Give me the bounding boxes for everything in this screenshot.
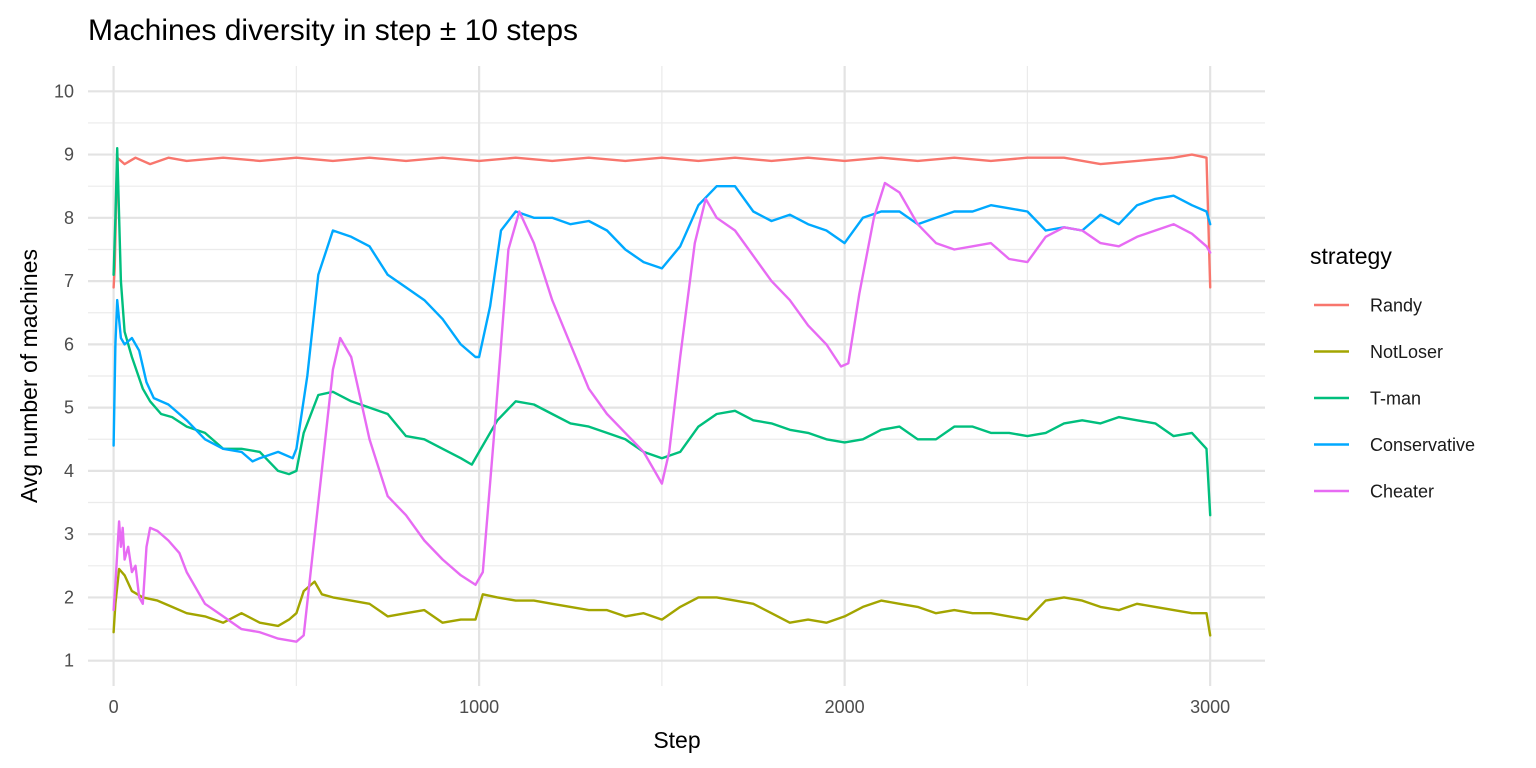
y-tick-label: 2 <box>64 587 74 607</box>
chart-title: Machines diversity in step ± 10 steps <box>88 14 578 47</box>
series-line-cheater <box>112 181 1212 643</box>
y-tick-label: 4 <box>64 461 74 481</box>
legend-label-notloser: NotLoser <box>1370 342 1443 362</box>
x-tick-label: 0 <box>109 697 119 717</box>
series-line-t-man <box>112 147 1212 517</box>
legend-items: Randy NotLoser T-man Conservative Cheater <box>1314 296 1475 502</box>
y-tick-label: 6 <box>64 334 74 354</box>
x-tick-label: 1000 <box>459 697 499 717</box>
y-tick-label: 9 <box>64 145 74 165</box>
x-tick-label: 2000 <box>825 697 865 717</box>
y-axis-ticks: 1 2 3 4 5 6 7 8 9 10 <box>54 81 74 670</box>
x-axis-title: Step <box>653 727 700 753</box>
series-line-randy <box>112 153 1212 289</box>
legend: strategy Randy NotLoser T-man Conservative C… <box>1310 243 1475 502</box>
x-axis-ticks: 0 1000 2000 3000 <box>109 697 1231 717</box>
series-line-notloser <box>112 567 1212 637</box>
legend-label-t-man: T-man <box>1370 389 1421 409</box>
series-lines <box>112 147 1212 643</box>
y-axis-title: Avg number of machines <box>16 249 42 503</box>
legend-label-cheater: Cheater <box>1370 482 1434 502</box>
y-tick-label: 1 <box>64 651 74 671</box>
y-tick-label: 3 <box>64 524 74 544</box>
legend-label-conservative: Conservative <box>1370 435 1475 455</box>
y-tick-label: 5 <box>64 398 74 418</box>
legend-label-randy: Randy <box>1370 296 1422 316</box>
y-tick-label: 7 <box>64 271 74 291</box>
series-line-conservative <box>112 185 1212 463</box>
y-tick-label: 8 <box>64 208 74 228</box>
y-tick-label: 10 <box>54 81 74 101</box>
legend-title: strategy <box>1310 243 1392 269</box>
x-tick-label: 3000 <box>1190 697 1230 717</box>
